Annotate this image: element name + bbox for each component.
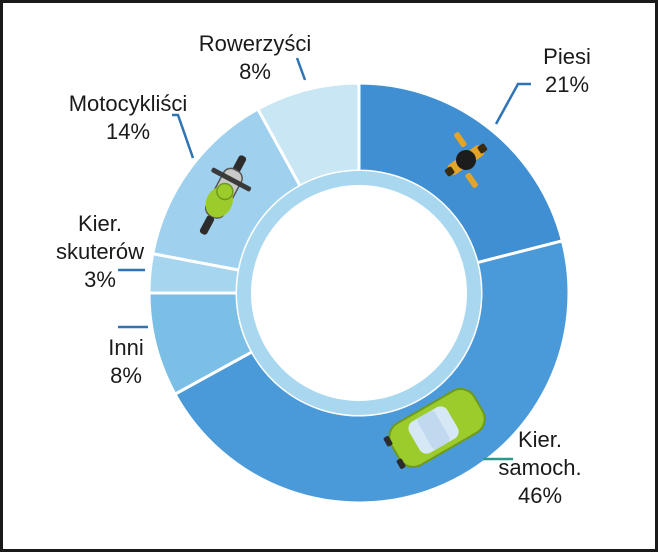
leader-rowerzysci	[295, 57, 307, 81]
donut-hole	[251, 185, 467, 401]
motorcycle-icon	[199, 155, 252, 235]
label-motocyklisci: Motocykliści 14%	[69, 91, 188, 144]
pedestrian-icon	[444, 132, 488, 188]
car-icon	[383, 388, 486, 469]
label-kier-skuterow: Kier. skuterów 3%	[56, 211, 144, 292]
label-inni: Inni 8%	[108, 335, 143, 388]
leader-motocyklisci	[172, 113, 195, 159]
label-kier-samoch: Kier. samoch. 46%	[498, 427, 581, 508]
leader-piesi	[494, 82, 531, 125]
label-rowerzysci: Rowerzyści 8%	[199, 31, 311, 84]
label-piesi: Piesi 21%	[543, 44, 591, 97]
